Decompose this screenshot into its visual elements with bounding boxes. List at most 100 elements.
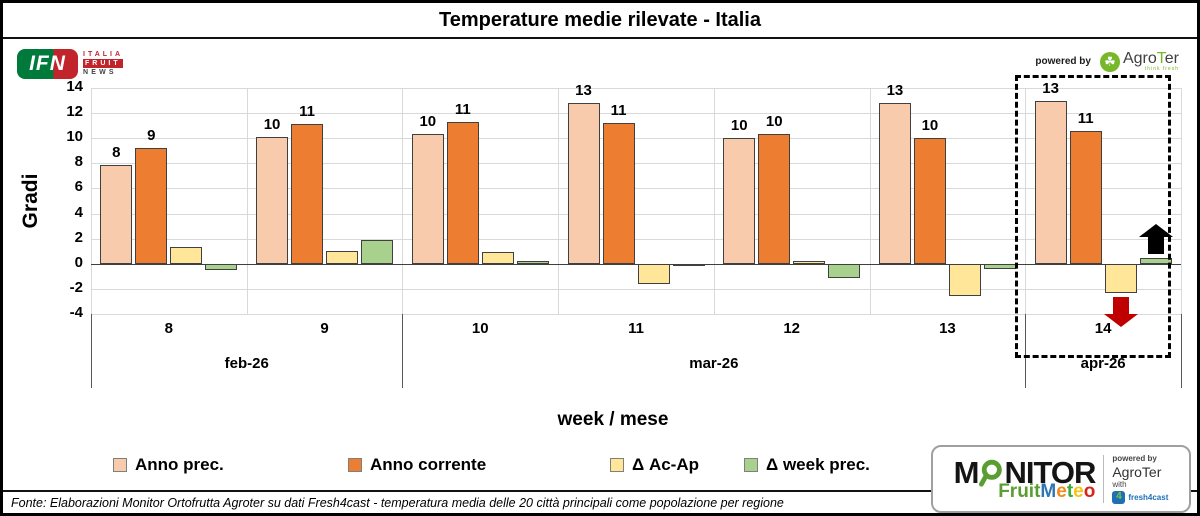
- legend-item: Anno corrente: [348, 455, 486, 475]
- agroter-tagline: think fresh: [1144, 66, 1179, 72]
- bar-value-label: 10: [263, 115, 281, 133]
- grid-line: [91, 88, 1181, 89]
- grid-line: [91, 113, 1181, 115]
- week-tick-label: 11: [628, 320, 644, 337]
- week-tick-label: 8: [164, 320, 174, 337]
- zero-line: [91, 263, 1181, 265]
- y-tick-label: 2: [74, 228, 83, 246]
- bar: [516, 261, 549, 264]
- month-label: feb-26: [224, 355, 269, 372]
- bar: [948, 263, 981, 297]
- bar-value-label: 8: [112, 143, 121, 161]
- grid-line-vertical: [869, 88, 871, 314]
- bar: [723, 138, 756, 264]
- chart-title: Temperature medie rilevate - Italia: [3, 3, 1197, 39]
- legend-label: Anno prec.: [135, 455, 224, 474]
- bar: [411, 134, 444, 264]
- week-tick-label: 12: [783, 320, 801, 337]
- bar-value-label: 11: [1077, 109, 1094, 127]
- grid-line-vertical: [713, 88, 715, 314]
- ifn-line-news: NEWS: [83, 69, 117, 76]
- bar: [913, 138, 946, 264]
- bar: [170, 247, 203, 264]
- bar: [878, 103, 911, 264]
- legend-swatch: [113, 458, 127, 472]
- ifn-line-italia: ITALIA: [83, 51, 124, 58]
- bar: [828, 263, 861, 278]
- month-separator: [91, 314, 92, 388]
- bar: [256, 136, 289, 264]
- y-tick-label: -2: [69, 278, 83, 296]
- bar: [602, 123, 635, 264]
- grid-line: [91, 288, 1181, 290]
- bar-value-label: 9: [147, 127, 156, 145]
- bar: [1139, 257, 1172, 264]
- highlight-box: [1015, 75, 1171, 358]
- bar: [567, 103, 600, 264]
- week-tick-label: 14: [1094, 320, 1112, 337]
- y-tick-label: -4: [69, 304, 83, 321]
- bar-value-label: 13: [575, 82, 592, 100]
- bar-value-label: 11: [454, 100, 471, 118]
- grid-line-vertical: [1181, 88, 1182, 314]
- grid-line: [91, 213, 1181, 215]
- grid-line: [91, 163, 1181, 165]
- bar: [361, 239, 394, 264]
- grid-line: [91, 188, 1181, 190]
- ifn-wordmark: ITALIA FRUIT NEWS: [83, 49, 123, 76]
- grid-line: [91, 238, 1181, 240]
- powered-by-agroter-header: powered by ☘ AgroTer think fresh: [1035, 51, 1179, 72]
- legend-swatch: [348, 458, 362, 472]
- with-label: with: [1112, 480, 1127, 490]
- fresh4cast-icon: 4: [1112, 490, 1126, 504]
- grid-line-vertical: [91, 88, 92, 314]
- grid-line-vertical: [1025, 88, 1027, 314]
- bar-value-label: 10: [765, 113, 783, 131]
- week-tick-label: 9: [320, 320, 329, 337]
- bar: [446, 121, 479, 264]
- legend-item: Δ Ac-Ap: [610, 455, 699, 475]
- tree-icon: ☘: [1099, 51, 1120, 72]
- ifn-line-fruit: FRUIT: [83, 59, 123, 68]
- legend-swatch: [744, 458, 758, 472]
- agroter-logo: ☘ AgroTer think fresh: [1099, 50, 1179, 72]
- month-separator: [402, 314, 404, 388]
- y-tick-label: 10: [66, 128, 83, 146]
- powered-by-label-footer: powered by: [1112, 454, 1157, 463]
- bar-value-label: 10: [419, 113, 437, 131]
- bar-value-label: 11: [299, 103, 315, 121]
- legend-label: Δ week prec.: [766, 455, 870, 474]
- up-arrow-icon: [1138, 223, 1173, 254]
- agroter-wordmark: AgroTer: [1122, 50, 1179, 67]
- bar: [1069, 130, 1102, 264]
- bar: [291, 124, 324, 264]
- bar: [481, 252, 514, 264]
- powered-by-label: powered by: [1035, 56, 1091, 67]
- legend-item: Δ week prec.: [744, 455, 870, 475]
- bar: [793, 261, 826, 264]
- y-tick-label: 14: [66, 78, 83, 95]
- monitor-fruitmeteo-logo: M NITOR FruitMeteo powered by AgroTer wit…: [931, 445, 1191, 513]
- fruitmeteo-wordmark: FruitMeteo: [998, 481, 1096, 502]
- y-tick-label: 0: [74, 253, 83, 271]
- legend-item: Anno prec.: [113, 455, 224, 475]
- logo-divider: [1103, 455, 1105, 503]
- source-note: Fonte: Elaborazioni Monitor Ortofrutta A…: [11, 496, 784, 510]
- month-separator: [1181, 314, 1182, 388]
- bar-value-label: 13: [886, 82, 904, 100]
- y-tick-label: 4: [74, 203, 83, 221]
- monitor-wordmark: M NITOR: [953, 455, 1097, 490]
- bar: [326, 251, 359, 264]
- bar: [758, 134, 791, 264]
- bar-value-label: 10: [730, 117, 748, 135]
- down-arrow-icon: [1103, 296, 1138, 327]
- y-tick-label: 8: [74, 153, 83, 171]
- month-label: apr-26: [1080, 355, 1126, 372]
- bar: [637, 263, 670, 284]
- footer-divider: [3, 490, 1197, 492]
- month-separator: [1025, 314, 1027, 388]
- legend-label: Anno corrente: [370, 455, 487, 474]
- bar: [100, 164, 133, 264]
- grid-line-vertical: [402, 88, 404, 314]
